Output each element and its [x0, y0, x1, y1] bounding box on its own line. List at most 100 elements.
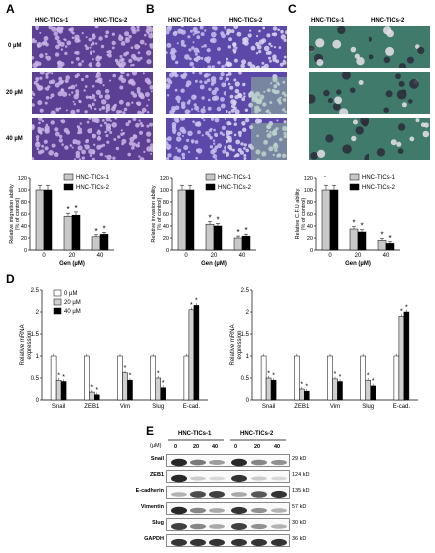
bar — [63, 216, 73, 251]
bar — [233, 237, 243, 251]
y-tick-label: 1.5 — [31, 332, 40, 338]
legend-swatch — [53, 289, 62, 297]
bar — [177, 189, 187, 251]
significance-star: * — [129, 373, 132, 380]
legend-label: HNC-TICs-1 — [76, 175, 110, 181]
chart-mrna-tics2: 0 0.5 1 1.5 2 2.5 Relative mRNAexpression Snail… — [230, 288, 418, 410]
bar — [213, 225, 223, 251]
y-tick-label: 2.5 — [241, 288, 250, 294]
blot-title-2: HNC-TICs-2 — [240, 431, 274, 437]
x-tick-label: Snail — [52, 404, 65, 410]
blot-row-label: GAPDH — [144, 536, 164, 542]
bar — [60, 381, 67, 401]
blot-band — [209, 460, 225, 465]
y-tick-label: 1 — [246, 354, 250, 360]
y-axis-label: Relative mRNAexpression — [20, 324, 33, 365]
chart-mrna-tics1: 0 0.5 1 1.5 2 2.5 Relative mRNAexpression Snail… — [20, 288, 208, 410]
blot-band — [171, 506, 187, 515]
x-tick-label: 0 — [184, 253, 188, 259]
legend-label: 0 µM — [64, 291, 77, 297]
y-tick-label: 60 — [307, 212, 313, 218]
blot-band — [251, 538, 267, 547]
bar — [50, 355, 57, 401]
bar — [35, 189, 45, 251]
legend-label: HNC-TICs-1 — [362, 175, 396, 181]
bar — [188, 309, 195, 401]
significance-star: * — [272, 373, 275, 380]
x-tick-label: 0 — [328, 253, 332, 259]
bar — [94, 394, 100, 401]
y-tick-label: 0.5 — [241, 376, 250, 382]
blot-band — [190, 523, 206, 530]
significance-star: * — [360, 222, 363, 231]
y-tick-label: 0 — [166, 248, 169, 254]
col-title-b2: HNC-TICs-2 — [229, 18, 263, 24]
bar — [127, 379, 133, 401]
micrograph-tile — [92, 118, 153, 160]
x-tick-label: Snail — [262, 404, 275, 410]
significance-star: * — [380, 231, 383, 240]
panel-label-e: E — [146, 424, 155, 438]
blot-band — [271, 508, 287, 513]
blot-band — [231, 523, 247, 530]
blot-unit: (µM) — [150, 443, 162, 449]
blot-band — [209, 538, 225, 547]
significance-star: * — [66, 205, 69, 214]
legend-label: HNC-TICs-2 — [362, 185, 396, 191]
y-tick-label: 0 — [310, 248, 313, 254]
y-tick-label: 1.5 — [241, 332, 250, 338]
col-title-a1: HNC-TICs-1 — [35, 18, 69, 24]
legend-swatch — [349, 183, 360, 191]
legend-label: HNC-TICs-2 — [76, 185, 110, 191]
y-tick-label: 2 — [36, 310, 40, 316]
blot-band — [209, 476, 225, 481]
bar — [150, 355, 156, 401]
significance-star: * — [195, 298, 198, 305]
blot-kd-label: 57 kD — [292, 504, 307, 510]
col-title-b1: HNC-TICs-1 — [168, 18, 202, 24]
blot-band — [271, 476, 287, 481]
blot-kd-label: 36 kD — [292, 536, 307, 542]
chart-migration: 0 20 40 60 80 100 120 Relative migration abilit… — [9, 173, 114, 267]
bar — [357, 231, 367, 251]
y-tick-label: 2 — [246, 310, 250, 316]
x-tick-label: 40 — [97, 253, 104, 259]
chart-cfu: 0 20 40 60 80 100 120 Relative C.F.U ability(% … — [295, 173, 400, 267]
x-tick-label: ZEB1 — [84, 404, 100, 410]
bar — [360, 355, 366, 401]
blot-band — [209, 524, 225, 529]
blot-row-label: Snail — [150, 456, 164, 462]
blot-strip — [166, 502, 290, 515]
blot-band — [171, 474, 187, 483]
y-tick-label: 20 — [163, 236, 169, 242]
micrograph-tile — [309, 72, 370, 114]
blot-row-label: Vimentin — [140, 504, 164, 510]
blot-band — [171, 492, 187, 497]
blot-band — [171, 538, 187, 547]
x-tick-label: 40 — [383, 253, 390, 259]
micrograph-tile — [369, 118, 430, 160]
x-tick-label: 20 — [69, 253, 76, 259]
row-label-40: 40 µM — [6, 136, 23, 142]
significance-star: * — [157, 370, 160, 377]
micrograph-tile — [92, 72, 153, 114]
x-tick-label: 20 — [355, 253, 362, 259]
blot-band — [231, 492, 247, 497]
y-tick-label: 0 — [24, 248, 27, 254]
bar — [265, 377, 272, 401]
y-tick-label: 40 — [21, 224, 27, 230]
blot-strip — [166, 486, 290, 499]
significance-star: * — [339, 374, 342, 381]
panel-label-c: C — [288, 2, 297, 16]
bar — [155, 377, 161, 401]
y-tick-label: 20 — [307, 236, 313, 242]
blot-lane-label: 40 — [274, 444, 281, 450]
row-label-20: 20 µM — [6, 90, 23, 96]
blot-band — [271, 459, 287, 466]
y-tick-label: 60 — [163, 212, 169, 218]
bar — [385, 243, 395, 251]
bar — [270, 379, 277, 401]
bar — [241, 235, 251, 251]
bar — [122, 372, 128, 401]
y-tick-label: 100 — [304, 188, 313, 194]
